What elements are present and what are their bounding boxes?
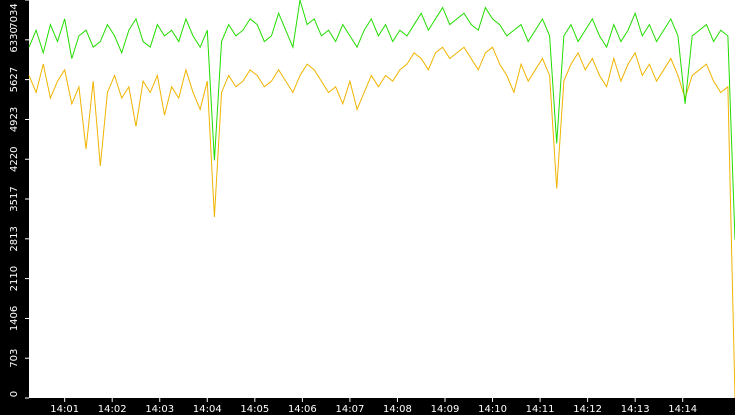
y-tick-label: 7034	[9, 3, 20, 28]
y-tick-label: 4923	[9, 107, 20, 132]
series-line	[28, 46, 735, 399]
x-tick-label: 14:04	[193, 404, 222, 415]
x-tick-label: 14:14	[668, 404, 697, 415]
x-tick-label: 14:03	[145, 404, 174, 415]
y-tick-label: 3517	[9, 186, 20, 211]
x-tick-label: 14:08	[383, 404, 412, 415]
series-line	[28, 0, 735, 240]
x-tick-label: 14:11	[526, 404, 555, 415]
y-tick-label: 4220	[9, 146, 20, 171]
y-tick-label: 0	[9, 391, 20, 397]
y-tick-label: 703	[9, 349, 20, 368]
y-tick-label: 2110	[9, 266, 20, 291]
x-tick-label: 14:07	[335, 404, 364, 415]
x-tick-label: 14:02	[98, 404, 127, 415]
x-tick-label: 14:05	[240, 404, 269, 415]
y-tick-label: 2813	[9, 226, 20, 251]
y-tick-label: 1406	[9, 306, 20, 331]
x-tick-label: 14:09	[431, 404, 460, 415]
x-tick-label: 14:06	[288, 404, 317, 415]
y-tick-label: 6330	[9, 27, 20, 52]
x-tick-label: 14:01	[50, 404, 79, 415]
x-tick-label: 14:12	[573, 404, 602, 415]
x-tick-label: 14:13	[621, 404, 650, 415]
y-tick-label: 5627	[9, 67, 20, 92]
x-tick-label: 14:10	[478, 404, 507, 415]
plot-area	[29, 0, 735, 398]
